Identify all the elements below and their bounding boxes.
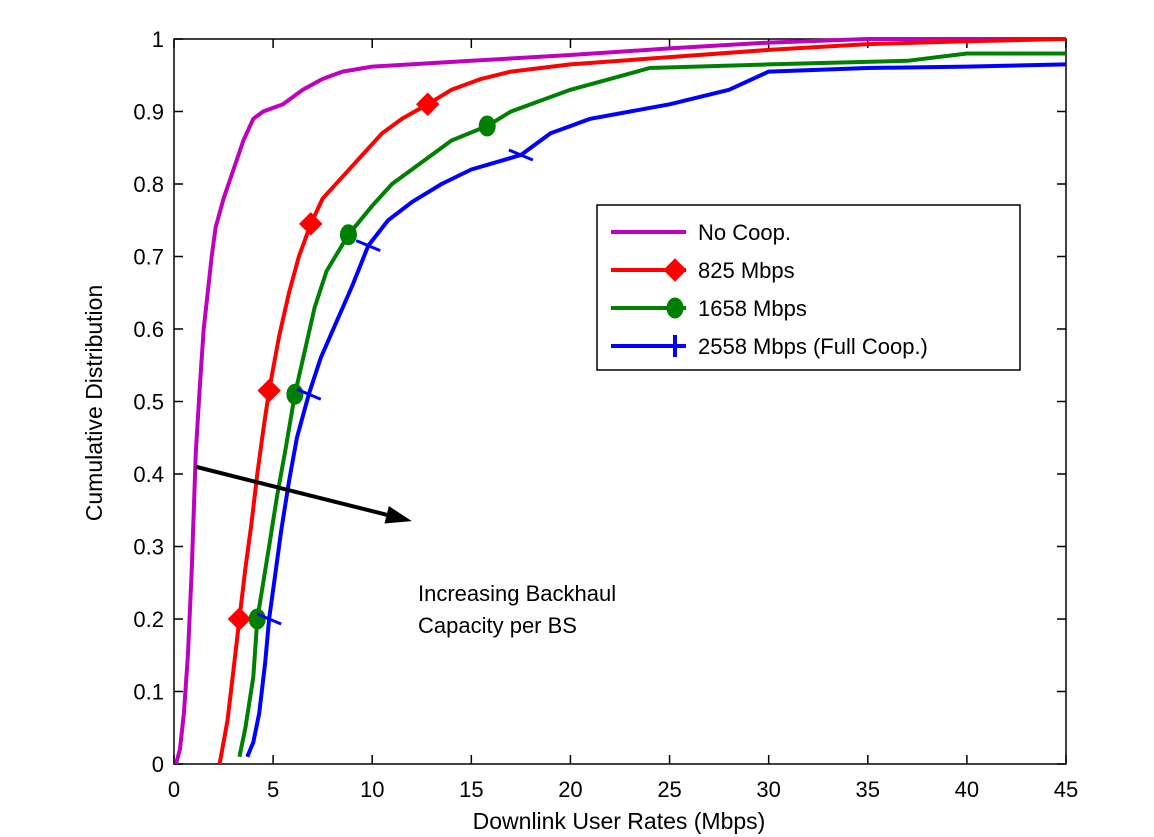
x-tick-label: 0 [168,777,180,802]
y-tick-label: 0.6 [133,317,164,342]
series-2-marker [339,224,357,246]
x-axis-label: Downlink User Rates (Mbps) [473,808,766,834]
y-tick-label: 0.2 [133,607,164,632]
x-tick-label: 10 [360,777,384,802]
series-line-0 [174,37,1066,765]
annotation-layer: Increasing Backhaul Capacity per BS [195,464,616,638]
x-tick-label: 30 [756,777,780,802]
x-tick-label: 45 [1054,777,1078,802]
y-tick-label: 0.5 [133,390,164,415]
series-3-marker [508,148,534,162]
legend-label-3: 2558 Mbps (Full Coop.) [698,334,928,359]
legend-label-1: 825 Mbps [698,258,795,283]
series-1-marker [416,92,440,116]
x-tick-label: 40 [955,777,979,802]
annotation-text-line1: Increasing Backhaul [418,581,616,606]
series-3-marker [355,239,381,253]
x-tick-label: 25 [657,777,681,802]
y-tick-label: 0.8 [133,172,164,197]
series-2-marker [478,115,496,137]
series-2-marker [248,608,266,630]
series-3-marker [296,387,322,401]
marker-layer [227,92,534,631]
y-tick-label: 0.3 [133,535,164,560]
y-tick-label: 1 [152,27,164,52]
axes-layer: 0 5 10 15 20 25 30 35 40 45 0 0.1 0.2 0.3 0.4 0.5 0.6 0.7… [133,27,1078,802]
series-line-1 [217,37,1067,765]
legend-marker-2 [666,297,684,319]
x-tick-label: 15 [459,777,483,802]
x-tick-label: 5 [267,777,279,802]
legend-label-2: 1658 Mbps [698,296,807,321]
y-axis-label: Cumulative Distribution [81,285,107,521]
series-1-marker [299,212,323,236]
series-3-marker [256,612,282,626]
legend-label-0: No Coop. [698,220,791,245]
y-tick-label: 0.9 [133,100,164,125]
series-1-marker [257,378,281,403]
x-tick-label: 35 [856,777,880,802]
annotation-arrow [195,464,388,517]
y-tick-label: 0.1 [133,680,164,705]
y-tick-label: 0.4 [133,462,164,487]
annotation-arrow-head [384,506,412,524]
y-tick-label: 0 [152,752,164,777]
legend-items: No Coop. 825 Mbps 1658 Mbps 2558 Mbps (Full… [611,220,928,359]
legend: No Coop. 825 Mbps 1658 Mbps 2558 Mbps (Full… [596,204,1021,371]
x-tick-label: 20 [558,777,582,802]
annotation-text-line2: Capacity per BS [418,613,577,638]
series-2-marker [286,383,304,405]
series-line-2 [237,51,1066,758]
series-1-marker [227,607,252,631]
y-tick-label: 0.7 [133,245,164,270]
legend-marker-1 [663,258,687,282]
